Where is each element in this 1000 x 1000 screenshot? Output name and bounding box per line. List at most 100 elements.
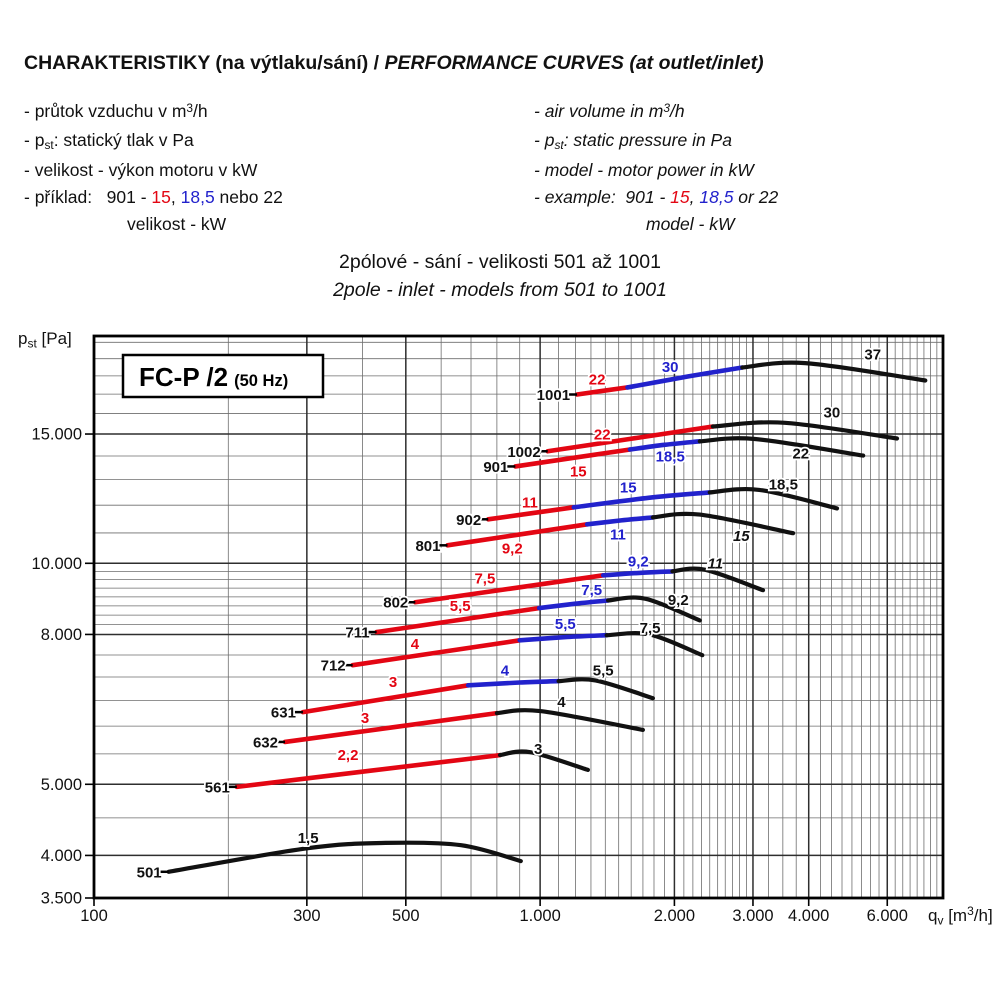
curve-631-3: [300, 683, 471, 715]
legend-english: - air volume in m3/h - pst: static pressu…: [534, 98, 778, 238]
subtitle-czech: 2pólové - sání - velikosti 501 až 1001: [339, 251, 661, 273]
legend-power-red: 15: [151, 186, 171, 207]
legend-text: - příklad: 901 -: [24, 186, 152, 207]
legend-czech: - průtok vzduchu v m3/h - pst: statický t…: [24, 98, 283, 238]
page-header: CHARAKTERISTIKY (na výtlaku/sání) / PERF…: [24, 52, 764, 75]
curve-902-11: [485, 505, 577, 522]
curve-711-9_2: [605, 595, 702, 623]
power-label-711-7_5: 7,5: [581, 582, 602, 599]
curve-902-15: [571, 490, 712, 510]
power-label-631-4: 4: [501, 662, 510, 679]
power-label-1001-30: 30: [662, 359, 679, 376]
y-tick-label: 5.000: [41, 776, 82, 794]
x-tick-label: 3.000: [732, 907, 773, 925]
axis-ticks: [85, 433, 889, 906]
legend-line: - pst: static pressure in Pa: [534, 127, 778, 156]
model-label-501: 501: [137, 864, 162, 881]
legend-line: - pst: statický tlak v Pa: [24, 127, 283, 156]
curve-802-11: [670, 566, 766, 593]
power-label-901-18_5: 18,5: [656, 448, 685, 465]
power-label-501-1_5: 1,5: [298, 830, 319, 847]
curve-1002-22: [545, 424, 716, 454]
y-tick-label: 10.000: [32, 555, 82, 573]
model-label-902: 902: [456, 512, 481, 529]
power-label-802-7_5: 7,5: [474, 570, 495, 587]
x-tick-label: 2.000: [654, 907, 695, 925]
x-tick-label: 100: [80, 907, 108, 925]
plot-border: [92, 334, 945, 900]
legend-text: st: [554, 138, 564, 153]
legend-text: st: [44, 138, 54, 153]
legend-line: model - kW: [534, 211, 778, 238]
power-label-631-3: 3: [389, 674, 397, 691]
x-tick-label: 4.000: [788, 907, 829, 925]
y-tick-label: 15.000: [32, 426, 82, 444]
x-tick-label: 6.000: [867, 907, 908, 925]
model-label-632: 632: [253, 734, 278, 751]
power-label-712-5_5: 5,5: [555, 616, 576, 633]
legend-text: - model - motor power in kW: [534, 159, 754, 180]
header-separator: /: [368, 52, 385, 74]
legend-line: - example: 901 - 15, 18,5 or 22: [534, 184, 778, 211]
curve-901-18_5: [627, 439, 703, 452]
power-label-902-18_5: 18,5: [769, 476, 798, 493]
power-label-902-15: 15: [620, 479, 637, 496]
legend-text: - example: 901 -: [534, 186, 671, 207]
model-box-label: FC-P /2 (50 Hz): [139, 362, 288, 392]
legend-power-blue: 18,5: [180, 186, 215, 207]
legend-line: - příklad: 901 - 15, 18,5 nebo 22: [24, 184, 283, 211]
axis-unit-labels: pst [Pa] qv [m3/h]: [18, 329, 993, 928]
curve-1001-37: [740, 360, 928, 383]
y-tick-label: 4.000: [41, 847, 82, 865]
curve-802-7_5: [412, 573, 606, 605]
legend-text: nebo 22: [214, 186, 283, 207]
model-label-1002: 1002: [507, 444, 540, 461]
legend-text: 3: [663, 100, 670, 115]
curve-561-2_2: [234, 752, 503, 790]
legend-line: - model - motor power in kW: [534, 157, 778, 184]
grid-minor: [94, 336, 943, 898]
y-tick-label: 3.500: [41, 890, 82, 908]
power-label-632-4: 4: [557, 694, 566, 711]
power-label-801-9_2: 9,2: [502, 540, 523, 557]
model-label-631: 631: [271, 705, 296, 722]
y-tick-label: 8.000: [41, 626, 82, 644]
model-label-561: 561: [205, 779, 230, 796]
legend-text: : static pressure in Pa: [563, 130, 732, 151]
curve-1001-30: [625, 365, 745, 390]
legend-power-blue: 18,5: [699, 186, 734, 207]
legend-text: 3: [186, 100, 194, 115]
power-label-801-11: 11: [610, 526, 626, 543]
curve-901-15: [513, 447, 633, 469]
legend-line: - průtok vzduchu v m3/h: [24, 98, 283, 127]
chart-subtitle: 2pólové - sání - velikosti 501 až 1001 2…: [0, 249, 1000, 304]
power-label-712-7_5: 7,5: [640, 620, 661, 637]
legend-text: model - kW: [646, 214, 735, 235]
curve-712-5_5: [517, 632, 609, 643]
power-label-1001-22: 22: [589, 372, 606, 389]
power-label-1002-22: 22: [594, 426, 611, 443]
power-label-711-5_5: 5,5: [450, 598, 471, 615]
model-label-711: 711: [345, 625, 369, 642]
model-box-frame: [121, 353, 325, 399]
grid-major: [93, 336, 943, 899]
curve-632-4: [494, 708, 645, 732]
power-label-712-4: 4: [411, 636, 420, 653]
curve-801-15: [650, 511, 796, 536]
curve-1002-30: [710, 420, 900, 441]
legend-text: ,: [170, 186, 181, 207]
curve-712-4: [350, 638, 522, 668]
x-axis-label: qv [m3/h]: [928, 904, 993, 928]
legend-text: or 22: [733, 186, 779, 207]
power-label-901-15: 15: [570, 463, 587, 480]
curve-902-18_5: [707, 486, 840, 511]
curve-802-9_2: [600, 569, 675, 578]
legend-text: ,: [689, 186, 700, 207]
legend-text: - p: [24, 130, 45, 151]
power-label-1001-37: 37: [864, 347, 881, 364]
curve-801-11: [584, 515, 656, 527]
curve-711-7_5: [536, 598, 611, 611]
